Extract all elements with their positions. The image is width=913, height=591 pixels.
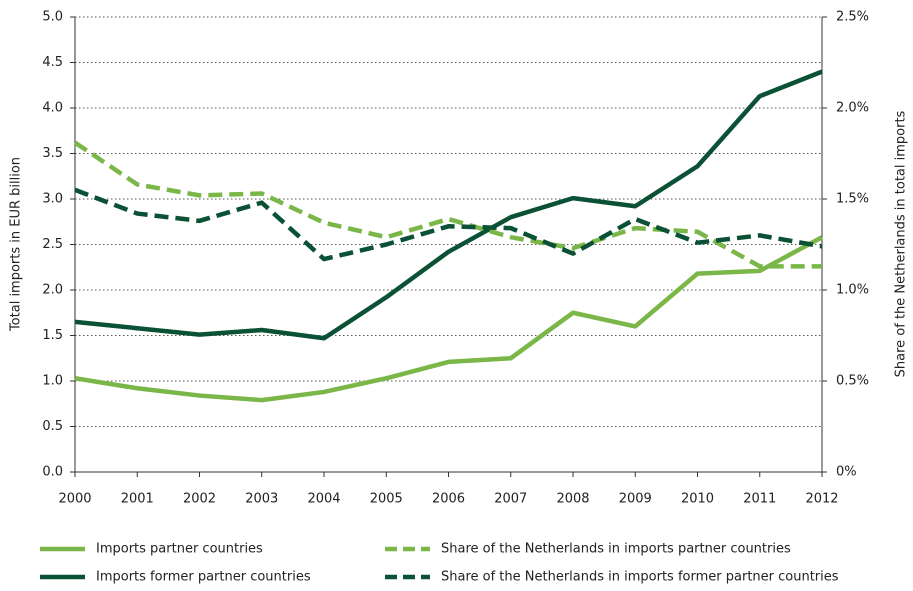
y-tick-label: 0.0 <box>42 465 63 480</box>
legend-label: Share of the Netherlands in imports form… <box>441 570 839 585</box>
y-tick-label: 3.5 <box>42 146 63 161</box>
legend-label: Imports partner countries <box>96 542 263 557</box>
y-tick-label: 2.0 <box>42 283 63 298</box>
series-line <box>73 140 822 269</box>
y2-tick-label: 0% <box>836 465 857 480</box>
x-tick-label: 2001 <box>121 492 154 507</box>
y-tick-label: 5.0 <box>42 10 63 25</box>
y-tick-label: 1.0 <box>42 374 63 389</box>
x-tick-label: 2009 <box>619 492 652 507</box>
x-tick-label: 2011 <box>743 492 776 507</box>
y2-axis-label: Share of the Netherlands in total import… <box>894 110 909 377</box>
x-tick-label: 2012 <box>805 492 838 507</box>
y2-tick-label: 1.5% <box>836 192 869 207</box>
y-tick-label: 3.0 <box>42 192 63 207</box>
y-tick-label: 4.0 <box>42 101 63 116</box>
series-line <box>74 69 823 341</box>
x-tick-label: 2000 <box>58 492 91 507</box>
series-line <box>74 235 824 403</box>
y-tick-label: 0.5 <box>42 419 63 434</box>
x-tick-label: 2008 <box>556 492 589 507</box>
x-tick-label: 2007 <box>494 492 527 507</box>
y2-tick-label: 2.0% <box>836 101 869 116</box>
x-tick-label: 2010 <box>681 492 714 507</box>
y-tick-label: 2.5 <box>42 237 63 252</box>
series-line <box>74 187 823 262</box>
x-tick-label: 2003 <box>245 492 278 507</box>
x-tick-label: 2002 <box>183 492 216 507</box>
y2-tick-label: 0.5% <box>836 374 869 389</box>
y-tick-label: 1.5 <box>42 328 63 343</box>
legend-label: Share of the Netherlands in imports part… <box>441 542 791 557</box>
legend-label: Imports former partner countries <box>96 570 311 585</box>
y2-tick-label: 2.5% <box>836 10 869 25</box>
y-axis-label: Total imports in EUR billion <box>9 157 24 332</box>
x-tick-label: 2005 <box>370 492 403 507</box>
y2-tick-label: 1.0% <box>836 283 869 298</box>
y-tick-label: 4.5 <box>42 55 63 70</box>
x-tick-label: 2006 <box>432 492 465 507</box>
x-tick-label: 2004 <box>307 492 340 507</box>
